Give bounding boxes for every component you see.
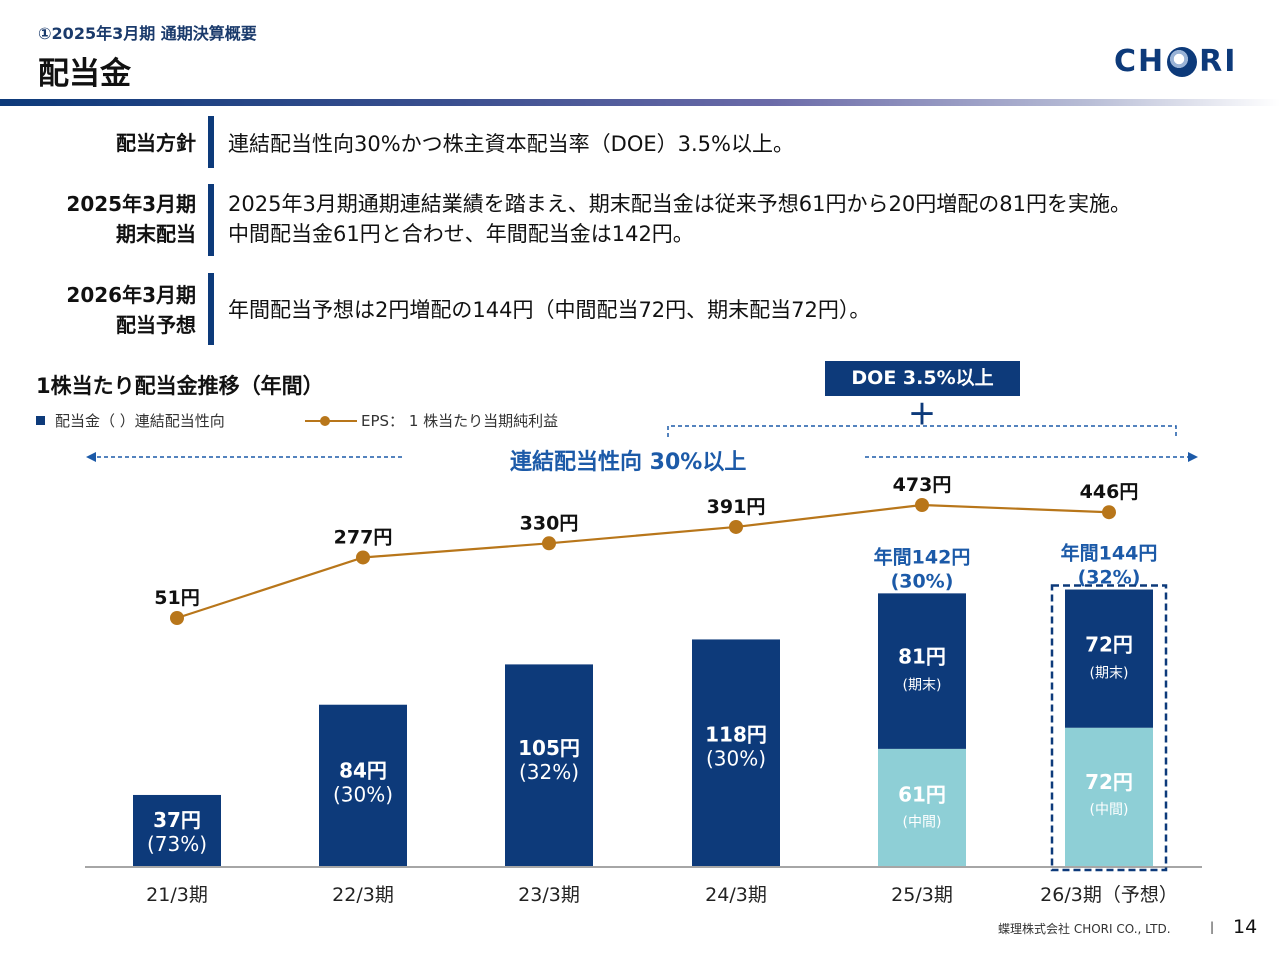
policy-label-dividend-policy: 配当方針: [6, 128, 196, 158]
eps-point: [1102, 505, 1116, 520]
logo-text: CH RI: [1114, 44, 1237, 79]
legend-line-swatch: [305, 415, 357, 426]
policy-divider: [208, 116, 214, 168]
eps-point: [542, 536, 556, 551]
policy-label-line: 2026年3月期: [66, 283, 196, 307]
policy-label-line: 配当方針: [116, 131, 196, 155]
dividend-bar: [505, 664, 593, 866]
x-tick-label: 24/3期: [705, 884, 767, 906]
policy-text-line: 中間配当金61円と合わせ、年間配当金は142円。: [228, 222, 694, 246]
policy-text-line: 年間配当予想は2円増配の144円（中間配当72円、期末配当72円）。: [228, 298, 871, 322]
page-subtitle: ①2025年3月期 通期決算概要: [38, 24, 257, 43]
eps-value-label: 446円: [1080, 481, 1139, 503]
policy-label-line: 期末配当: [116, 222, 196, 246]
x-tick-label: 23/3期: [518, 884, 580, 906]
footer-company: 蝶理株式会社 CHORI CO., LTD.: [998, 922, 1171, 936]
payout-ratio-label: (32%): [519, 760, 579, 784]
policy-text-line: 連結配当性向30%かつ株主資本配当率（DOE）3.5%以上。: [228, 132, 794, 156]
policy-text-line: 2025年3月期通期連結業績を踏まえ、期末配当金は従来予想61円から20円増配の…: [228, 192, 1131, 216]
eps-value-label: 277円: [334, 526, 393, 548]
footer-separator: |: [1210, 920, 1215, 934]
dividend-value-label: 105円: [518, 736, 580, 760]
final-dividend-note: (期末): [903, 677, 942, 693]
arrow-left-icon: [86, 452, 96, 462]
x-tick-label: 25/3期: [891, 884, 953, 906]
eps-point: [170, 611, 184, 625]
x-tick-label: 22/3期: [332, 884, 394, 906]
policy-divider: [208, 273, 214, 345]
interim-dividend-label: 72円: [1085, 770, 1133, 794]
logo-letters: CH: [1114, 44, 1166, 79]
interim-dividend-note: (中間): [903, 815, 942, 831]
interim-dividend-label: 61円: [898, 783, 946, 807]
eps-value-label: 330円: [520, 512, 579, 534]
chori-logo: CH RI: [1114, 44, 1237, 79]
legend-bar-entry: 配当金（ ）連結配当性向: [36, 410, 225, 431]
eps-value-label: 391円: [707, 496, 766, 518]
page-title: 配当金: [38, 56, 131, 92]
x-tick-label: 21/3期: [146, 884, 208, 906]
policy-text-fy2025: 2025年3月期通期連結業績を踏まえ、期末配当金は従来予想61円から20円増配の…: [228, 189, 1131, 249]
arrow-right-icon: [1188, 452, 1198, 462]
policy-label-fy2025: 2025年3月期 期末配当: [6, 189, 196, 249]
payout-ratio-label: (30%): [333, 782, 393, 806]
annual-dividend-label: 年間144円: [1061, 542, 1158, 565]
interim-dividend-note: (中間): [1090, 802, 1129, 818]
final-dividend-bar: [878, 593, 966, 749]
logo-globe-icon: [1167, 46, 1198, 77]
annual-payout-label: (32%): [1078, 567, 1141, 589]
legend-line-entry: EPS： 1 株当たり当期純利益: [305, 410, 558, 431]
interim-dividend-bar: [1065, 727, 1153, 866]
dividend-bar: [319, 704, 407, 866]
dividend-value-label: 37円: [153, 808, 201, 832]
forecast-frame: [1050, 584, 1168, 872]
dividend-bar: [692, 639, 780, 866]
eps-point: [356, 550, 370, 565]
policy-label-line: 2025年3月期: [66, 192, 196, 216]
doe-label: DOE 3.5%以上: [825, 361, 1020, 396]
final-dividend-bar: [1065, 589, 1153, 728]
annual-payout-label: (30%): [891, 570, 954, 592]
payout-ratio-label: (73%): [147, 832, 207, 856]
final-dividend-label: 72円: [1085, 633, 1133, 657]
eps-point: [915, 498, 929, 512]
policy-text-dividend-policy: 連結配当性向30%かつ株主資本配当率（DOE）3.5%以上。: [228, 129, 794, 159]
eps-line: [176, 503, 1110, 620]
legend-line-label: EPS： 1 株当たり当期純利益: [361, 412, 559, 430]
chart-title: 1株当たり配当金推移（年間）: [36, 374, 324, 398]
policy-divider: [208, 184, 214, 256]
logo-letters: RI: [1199, 44, 1238, 79]
payout-ratio-label: 連結配当性向 30%以上: [510, 450, 747, 475]
page-number: 14: [1233, 916, 1258, 938]
x-tick-label: 26/3期（予想）: [1040, 884, 1178, 906]
policy-label-fy2026: 2026年3月期 配当予想: [6, 280, 196, 340]
final-dividend-label: 81円: [898, 644, 946, 668]
dividend-bar: [133, 794, 221, 866]
legend-bar-swatch: [36, 416, 45, 425]
policy-label-line: 配当予想: [116, 313, 196, 337]
annual-dividend-label: 年間142円: [874, 545, 971, 568]
policy-text-fy2026: 年間配当予想は2円増配の144円（中間配当72円、期末配当72円）。: [228, 295, 870, 325]
doe-bracket: [667, 425, 1177, 437]
final-dividend-note: (期末): [1090, 666, 1129, 682]
dividend-value-label: 84円: [339, 758, 387, 782]
eps-value-label: 473円: [893, 474, 952, 496]
interim-dividend-bar: [878, 748, 966, 866]
eps-value-label: 51円: [154, 587, 199, 609]
legend-bar-label: 配当金（ ）連結配当性向: [55, 412, 225, 430]
dividend-value-label: 118円: [705, 722, 767, 746]
eps-point: [729, 519, 743, 534]
payout-ratio-label: (30%): [706, 746, 766, 770]
header-gradient-bar: [0, 99, 1280, 106]
